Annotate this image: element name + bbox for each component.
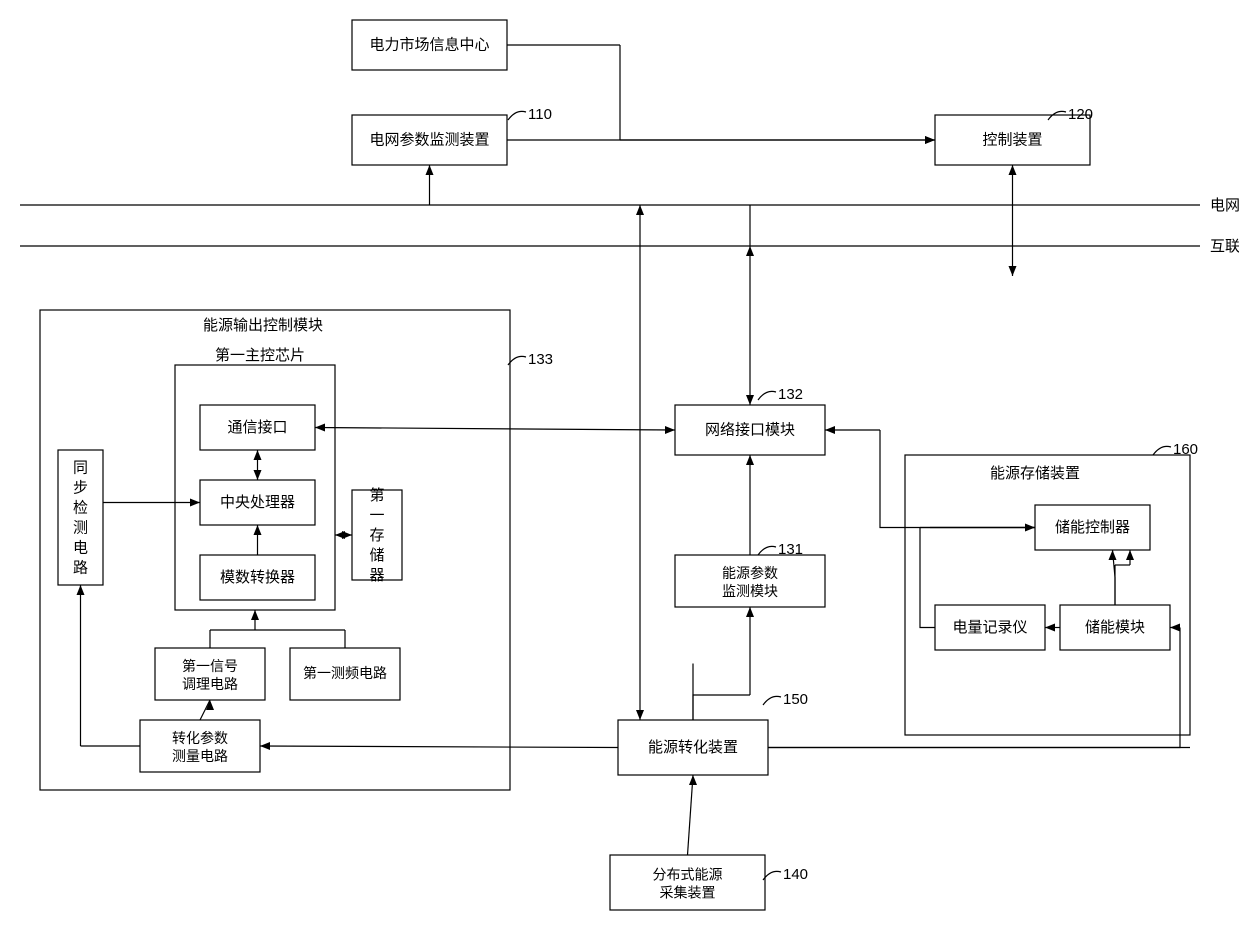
ref-150: 150	[783, 691, 808, 708]
ref-110: 110	[528, 106, 552, 123]
svg-text:调理电路: 调理电路	[182, 677, 238, 693]
ref-133: 133	[528, 351, 553, 368]
svg-text:储: 储	[369, 547, 384, 564]
storage-outer-box	[905, 455, 1190, 735]
enconv-label: 能源转化装置	[648, 739, 738, 756]
ref-120: 120	[1068, 106, 1093, 123]
grid-line-label: 电网	[1210, 197, 1239, 214]
storemod-label: 储能模块	[1085, 619, 1145, 636]
svg-text:采集装置: 采集装置	[660, 885, 716, 902]
storectrl-label: 储能控制器	[1055, 519, 1130, 536]
svg-text:电: 电	[73, 540, 88, 557]
market-label: 电力市场信息中心	[369, 37, 489, 54]
svg-text:监测模块: 监测模块	[722, 584, 778, 600]
sigcond-label: 第一信号	[182, 658, 238, 675]
erecord-label: 电量记录仪	[952, 619, 1027, 636]
ref-131: 131	[778, 541, 803, 558]
ref-160: 160	[1173, 441, 1198, 458]
sync-label: 同	[73, 461, 88, 477]
svg-text:检: 检	[73, 500, 88, 517]
svg-text:测: 测	[73, 520, 88, 537]
svg-text:能源输出控制模块: 能源输出控制模块	[203, 317, 323, 334]
svg-text:步: 步	[73, 480, 88, 497]
svg-text:一: 一	[369, 508, 384, 524]
convmeas-label: 转化参数	[172, 730, 228, 747]
svg-text:器: 器	[369, 568, 384, 584]
energy-output-ctrl-box	[40, 310, 510, 790]
encoll-label: 分布式能源	[653, 868, 723, 884]
svg-text:能源存储装置: 能源存储装置	[990, 465, 1080, 482]
cpu-label: 中央处理器	[220, 494, 295, 511]
svg-text:第一主控芯片: 第一主控芯片	[215, 346, 305, 364]
svg-text:路: 路	[73, 560, 88, 577]
svg-text:存: 存	[369, 527, 384, 544]
mem-label: 第	[369, 486, 384, 504]
freq-label: 第一测频电路	[303, 665, 387, 682]
enpmon-label: 能源参数	[722, 565, 778, 582]
internet-line-label: 互联网	[1210, 238, 1239, 255]
ref-132: 132	[778, 386, 803, 403]
ctrl-label: 控制装置	[982, 132, 1042, 149]
svg-text:测量电路: 测量电路	[172, 749, 228, 765]
ref-140: 140	[783, 866, 808, 883]
netif-label: 网络接口模块	[705, 422, 795, 439]
comm-label: 通信接口	[227, 419, 287, 436]
adc-label: 模数转换器	[220, 569, 295, 586]
gridmon-label: 电网参数监测装置	[369, 132, 489, 149]
